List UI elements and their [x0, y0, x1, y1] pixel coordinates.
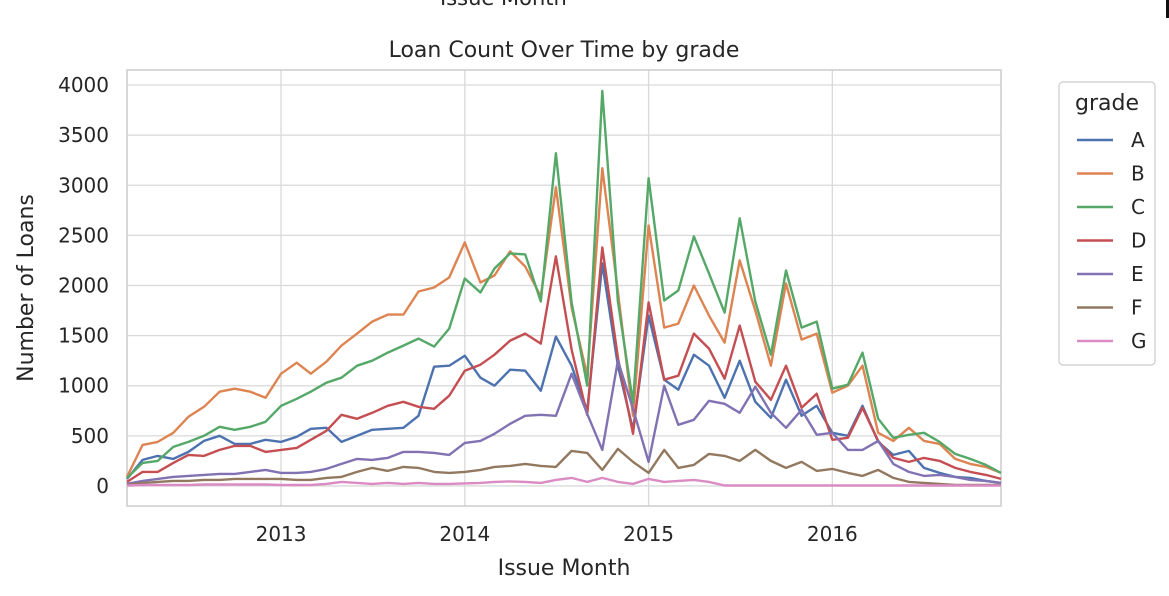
y-tick-label: 1500	[58, 324, 109, 348]
legend-label-g: G	[1131, 329, 1147, 353]
y-tick-label: 2000	[58, 273, 109, 297]
y-tick-label: 4000	[58, 73, 109, 97]
x-tick-label: 2016	[807, 522, 858, 546]
legend-label-c: C	[1131, 195, 1145, 219]
x-tick-label: 2014	[439, 522, 490, 546]
edge-marker	[1166, 0, 1169, 18]
y-tick-label: 500	[71, 424, 109, 448]
legend-label-a: A	[1131, 128, 1145, 152]
x-axis-label: Issue Month	[498, 556, 631, 581]
y-axis-label: Number of Loans	[14, 194, 39, 382]
y-tick-label: 3000	[58, 173, 109, 197]
legend-box	[1058, 81, 1156, 366]
legend-label-f: F	[1131, 296, 1143, 320]
x-tick-label: 2015	[623, 522, 674, 546]
x-axis-ticks: 2013 2014 2015 2016	[256, 522, 858, 546]
y-tick-label: 1000	[58, 374, 109, 398]
legend-title: grade	[1075, 91, 1139, 116]
series-line-c	[126, 89, 1002, 479]
series-line-f	[126, 447, 1001, 487]
series-line-e	[126, 359, 1002, 486]
series-line-d	[126, 246, 1002, 483]
plot-frame	[126, 69, 1002, 507]
series-line-b	[125, 166, 1002, 478]
series-line-g	[126, 476, 1001, 487]
y-tick-label: 3500	[58, 123, 109, 147]
legend-label-e: E	[1131, 262, 1144, 286]
clipped-header-text: Issue Month	[440, 0, 567, 10]
series-lines	[125, 89, 1002, 487]
legend-label-b: B	[1131, 162, 1145, 186]
chart-title: Loan Count Over Time by grade	[389, 38, 740, 63]
legend-label-d: D	[1131, 229, 1146, 253]
x-tick-label: 2013	[256, 522, 307, 546]
y-tick-label: 2500	[58, 223, 109, 247]
y-axis-ticks: 0 500 1000 1500 2000 2500 3000 3500 4000	[58, 73, 109, 498]
y-tick-label: 0	[96, 474, 109, 498]
